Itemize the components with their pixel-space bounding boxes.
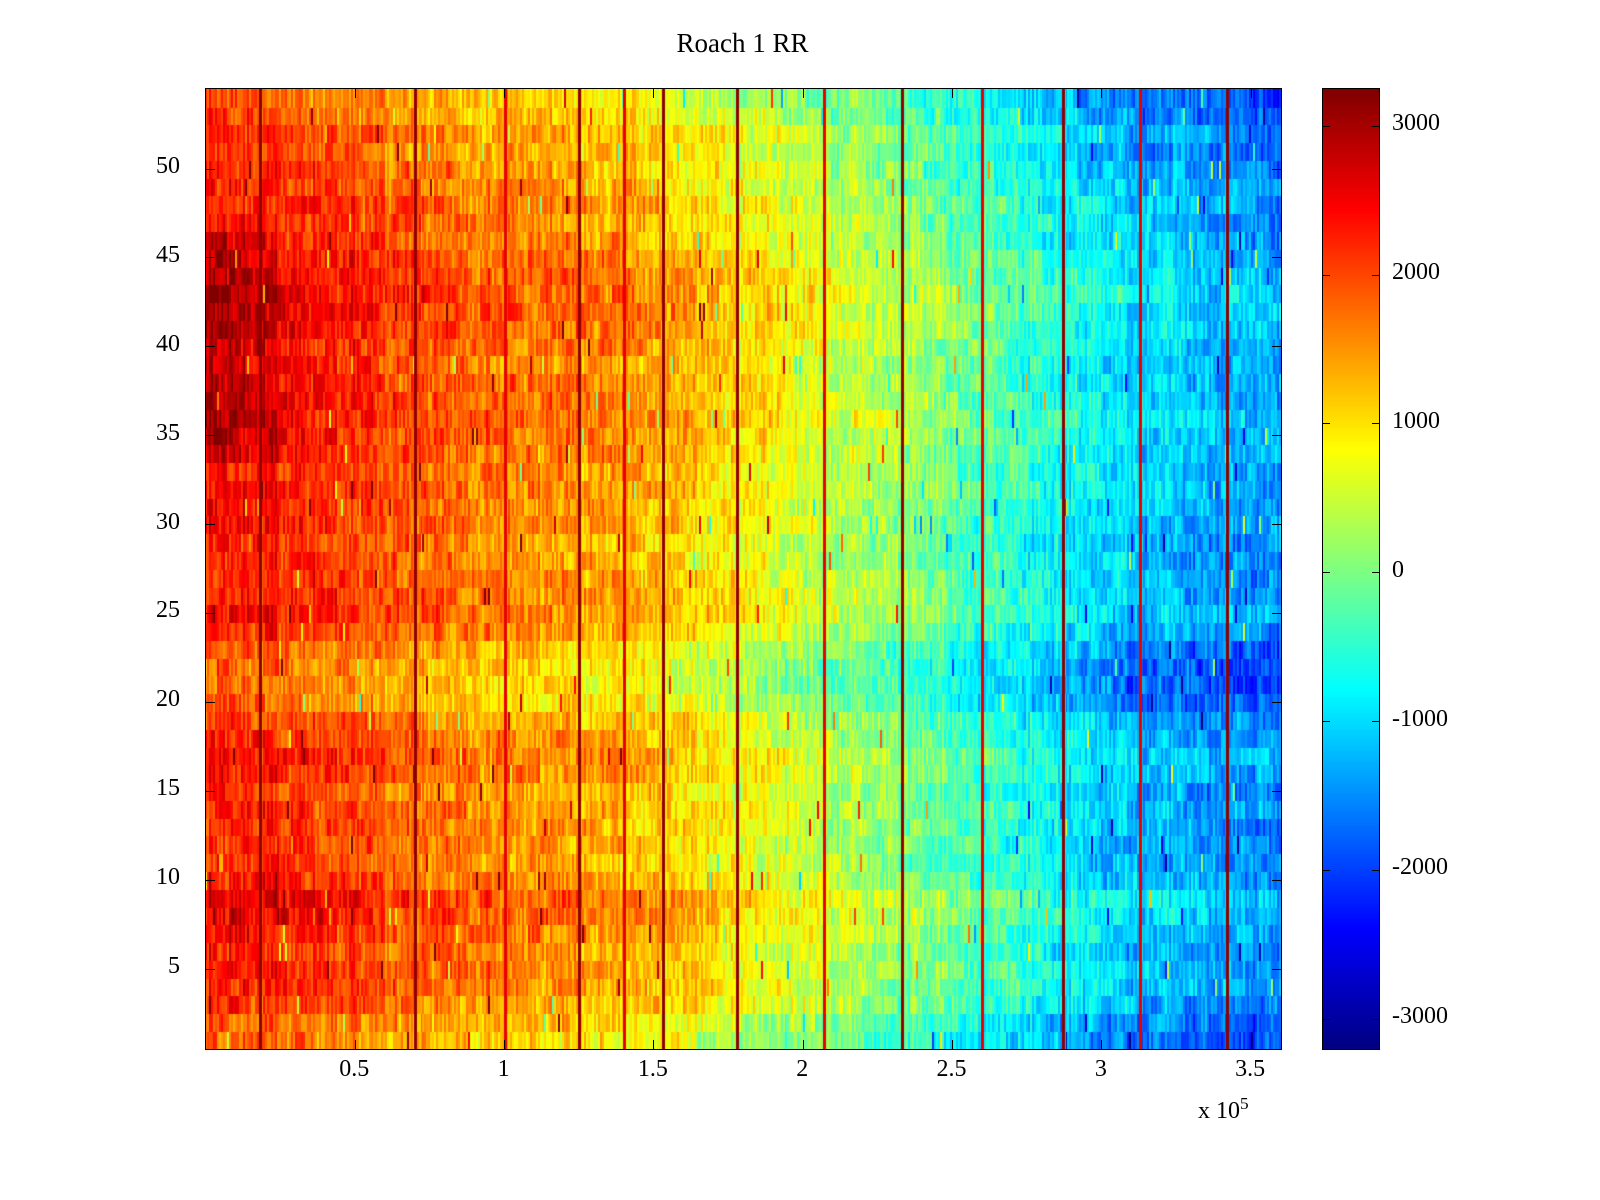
axis-tick-mark bbox=[206, 524, 215, 526]
colorbar-tick-label: -2000 bbox=[1392, 854, 1448, 881]
x-axis-offset-label: x 105 bbox=[1198, 1094, 1249, 1125]
axis-tick-mark bbox=[1250, 1040, 1252, 1049]
colorbar-tick-mark bbox=[1372, 423, 1379, 425]
x-tick-label: 3.5 bbox=[1235, 1056, 1266, 1082]
axis-tick-mark bbox=[802, 1040, 804, 1049]
heatmap-plot-area bbox=[205, 88, 1282, 1050]
x-axis: 0.5 1 1.5 2 2.5 3 3.5 bbox=[205, 1056, 1280, 1090]
colorbar-tick-mark bbox=[1323, 572, 1330, 574]
y-tick-label: 15 bbox=[156, 775, 180, 802]
x-tick-label: 2 bbox=[796, 1056, 809, 1082]
x-tick-label: 2.5 bbox=[936, 1056, 967, 1082]
y-tick-label: 25 bbox=[156, 597, 180, 624]
axis-tick-mark bbox=[802, 89, 804, 98]
axis-tick-mark bbox=[1272, 435, 1281, 437]
axis-tick-mark bbox=[1101, 1040, 1103, 1049]
axis-tick-mark bbox=[1272, 612, 1281, 614]
axis-tick-mark bbox=[1272, 701, 1281, 703]
colorbar-tick-mark bbox=[1372, 274, 1379, 276]
axis-tick-mark bbox=[1101, 89, 1103, 98]
y-tick-label: 30 bbox=[156, 508, 180, 535]
colorbar-tick-label: 2000 bbox=[1392, 259, 1440, 286]
colorbar-tick-mark bbox=[1323, 274, 1330, 276]
colorbar-tick-label: -1000 bbox=[1392, 705, 1448, 732]
axis-tick-mark bbox=[1272, 346, 1281, 348]
colorbar-tick-label: -3000 bbox=[1392, 1003, 1448, 1030]
axis-tick-mark bbox=[206, 257, 215, 259]
y-tick-label: 5 bbox=[168, 953, 180, 979]
colorbar-tick-label: 0 bbox=[1392, 556, 1404, 583]
axis-tick-mark bbox=[1272, 168, 1281, 170]
x-tick-label: 0.5 bbox=[339, 1056, 370, 1082]
axis-tick-mark bbox=[504, 1040, 506, 1049]
axis-tick-mark bbox=[206, 879, 215, 881]
axis-tick-mark bbox=[1272, 968, 1281, 970]
axis-tick-mark bbox=[206, 435, 215, 437]
y-tick-label: 45 bbox=[156, 241, 180, 268]
axis-tick-mark bbox=[952, 1040, 954, 1049]
colorbar-tick-mark bbox=[1323, 125, 1330, 127]
axis-tick-mark bbox=[206, 168, 215, 170]
colorbar-tick-mark bbox=[1372, 721, 1379, 723]
heatmap-canvas bbox=[206, 89, 1281, 1049]
colorbar-tick-mark bbox=[1372, 1018, 1379, 1020]
colorbar-tick-mark bbox=[1323, 721, 1330, 723]
axis-tick-mark bbox=[1272, 790, 1281, 792]
colorbar-tick-label: 3000 bbox=[1392, 110, 1440, 137]
axis-tick-mark bbox=[206, 968, 215, 970]
colorbar bbox=[1322, 88, 1380, 1050]
chart-title: Roach 1 RR bbox=[676, 28, 809, 58]
y-tick-label: 20 bbox=[156, 686, 180, 713]
axis-tick-mark bbox=[1272, 257, 1281, 259]
x-tick-label: 3 bbox=[1094, 1056, 1107, 1082]
axis-tick-mark bbox=[206, 790, 215, 792]
axis-tick-mark bbox=[504, 89, 506, 98]
colorbar-tick-mark bbox=[1323, 869, 1330, 871]
y-axis: 5 10 15 20 25 30 35 40 45 50 bbox=[0, 88, 192, 1048]
colorbar-tick-mark bbox=[1323, 1018, 1330, 1020]
offset-exponent: 5 bbox=[1240, 1094, 1249, 1113]
y-tick-label: 10 bbox=[156, 864, 180, 891]
axis-tick-mark bbox=[1272, 524, 1281, 526]
colorbar-canvas bbox=[1323, 89, 1379, 1049]
axis-tick-mark bbox=[206, 701, 215, 703]
axis-tick-mark bbox=[653, 1040, 655, 1049]
offset-base: x 10 bbox=[1198, 1098, 1240, 1124]
y-tick-label: 50 bbox=[156, 153, 180, 179]
y-tick-label: 35 bbox=[156, 419, 180, 446]
colorbar-tick-label: 1000 bbox=[1392, 407, 1440, 434]
axis-tick-mark bbox=[206, 612, 215, 614]
colorbar-tick-mark bbox=[1323, 423, 1330, 425]
axis-tick-mark bbox=[952, 89, 954, 98]
y-tick-label: 40 bbox=[156, 330, 180, 357]
colorbar-tick-mark bbox=[1372, 572, 1379, 574]
axis-tick-mark bbox=[206, 346, 215, 348]
axis-tick-mark bbox=[354, 1040, 356, 1049]
axis-tick-mark bbox=[1250, 89, 1252, 98]
colorbar-tick-mark bbox=[1372, 869, 1379, 871]
x-tick-label: 1 bbox=[497, 1056, 510, 1082]
colorbar-tick-mark bbox=[1372, 125, 1379, 127]
axis-tick-mark bbox=[354, 89, 356, 98]
axis-tick-mark bbox=[653, 89, 655, 98]
colorbar-labels: 3000 2000 1000 0 -1000 -2000 -3000 bbox=[1392, 88, 1532, 1048]
axis-tick-mark bbox=[1272, 879, 1281, 881]
x-tick-label: 1.5 bbox=[637, 1056, 668, 1082]
